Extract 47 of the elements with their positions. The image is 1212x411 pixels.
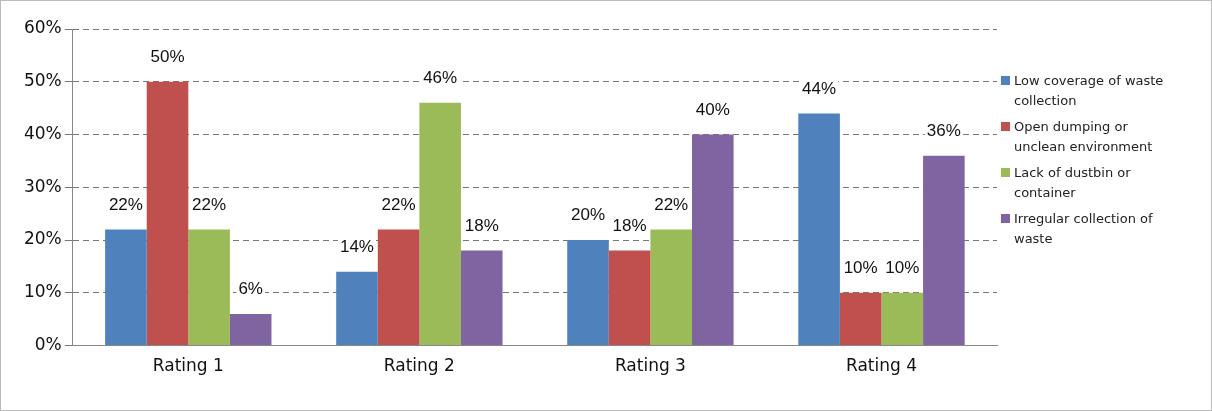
data-label: 18% (612, 215, 647, 235)
bar (460, 250, 503, 346)
x-tick-label: Rating 1 (152, 355, 224, 376)
bar (146, 81, 189, 346)
data-label: 40% (695, 99, 730, 119)
y-tick-label: 20% (23, 228, 62, 249)
data-label: 46% (423, 68, 458, 88)
data-label: 36% (926, 120, 961, 140)
y-tick-label: 60% (23, 17, 62, 38)
bar (839, 292, 882, 346)
y-tick-label: 10% (23, 281, 62, 302)
data-label: 10% (843, 258, 878, 278)
bar (650, 229, 693, 346)
bar (923, 155, 965, 346)
bar (881, 292, 924, 346)
y-tick-label: 30% (23, 175, 62, 196)
data-label: 18% (464, 215, 499, 235)
bar (567, 240, 609, 346)
x-tick-label: Rating 2 (383, 355, 455, 376)
data-label: 22% (654, 194, 689, 214)
data-label: 20% (571, 205, 606, 225)
legend-label: Low coverage of waste collection (1014, 72, 1165, 110)
bar (798, 113, 840, 346)
bar (229, 313, 272, 346)
bar (377, 229, 420, 346)
bar (608, 250, 651, 346)
bar (419, 102, 461, 346)
data-label: 6% (238, 279, 263, 299)
y-tick-label: 50% (23, 70, 62, 91)
bar (105, 229, 147, 346)
legend-label: Irregular collection of waste (1014, 210, 1154, 248)
x-tick-label: Rating 4 (845, 355, 917, 376)
data-label: 22% (381, 194, 416, 214)
legend-label: Lack of dustbin or container (1014, 164, 1132, 202)
x-tick-label: Rating 3 (614, 355, 686, 376)
bar (692, 134, 734, 346)
data-label: 22% (192, 194, 227, 214)
data-label: 14% (339, 236, 374, 256)
y-tick-label: 40% (23, 122, 62, 143)
data-label: 10% (885, 258, 920, 278)
data-label: 50% (150, 46, 185, 66)
data-label: 22% (108, 194, 143, 214)
bar (188, 229, 230, 346)
y-tick-label: 0% (34, 334, 62, 355)
legend-label: Open dumping or unclean environment (1014, 118, 1154, 156)
data-label: 44% (802, 78, 837, 98)
bar (336, 271, 378, 346)
